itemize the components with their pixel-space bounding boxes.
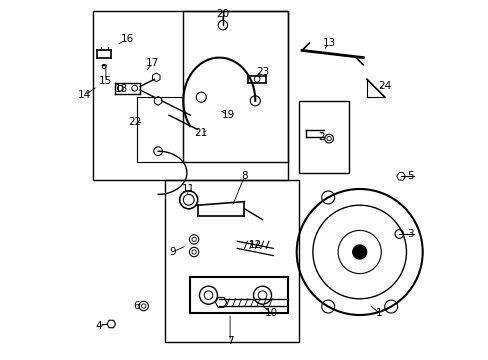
Text: 17: 17 [146,58,159,68]
Text: 6: 6 [133,301,140,311]
Text: 2: 2 [318,132,325,142]
Text: 3: 3 [406,229,412,239]
Bar [136,97,183,162]
Text: 20: 20 [216,9,229,19]
Bar [93,11,287,180]
Text: 9: 9 [169,247,176,257]
Bar [183,11,287,162]
Text: 11: 11 [182,184,195,194]
Text: 13: 13 [322,38,335,48]
Text: 12: 12 [248,240,262,250]
Text: 18: 18 [115,84,128,94]
Circle shape [352,245,366,259]
Bar [165,180,298,342]
Text: 4: 4 [95,321,102,331]
Text: 23: 23 [255,67,268,77]
Bar [298,101,348,173]
Text: 14: 14 [78,90,91,100]
Text: 5: 5 [406,171,412,181]
Text: 7: 7 [226,336,233,346]
Text: 8: 8 [241,171,247,181]
Text: 21: 21 [194,128,207,138]
Text: 22: 22 [128,117,141,127]
Text: 10: 10 [264,308,278,318]
Text: 19: 19 [221,110,234,120]
Text: 15: 15 [99,76,112,86]
Text: 16: 16 [121,34,134,44]
Text: 1: 1 [375,308,382,318]
Text: 24: 24 [378,81,391,91]
